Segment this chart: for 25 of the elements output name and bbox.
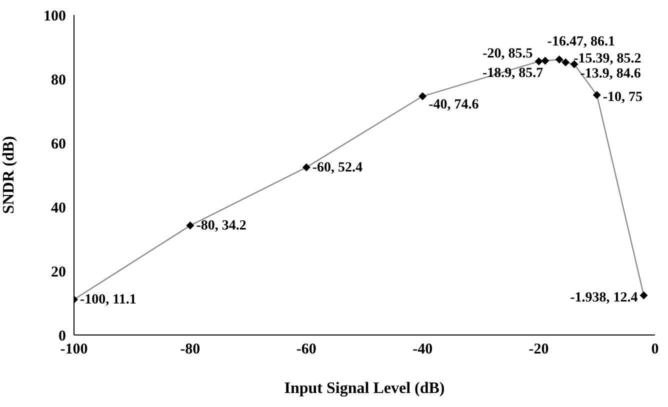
y-axis-title: SNDR (dB) — [0, 136, 18, 214]
x-tick-label: -100 — [60, 342, 88, 358]
y-tick-label: 60 — [51, 136, 66, 152]
y-tick-label: 20 — [51, 264, 66, 280]
y-tick-label: 0 — [58, 328, 66, 344]
data-label: -100, 11.1 — [80, 292, 136, 308]
data-label: -80, 34.2 — [196, 218, 246, 234]
data-label: -1.938, 12.4 — [570, 290, 638, 306]
y-tick-label: 100 — [44, 8, 66, 24]
data-label: -60, 52.4 — [312, 160, 363, 176]
x-tick-label: -20 — [528, 342, 549, 358]
data-label: -20, 85.5 — [482, 46, 533, 62]
data-label: -40, 74.6 — [428, 97, 479, 112]
data-label: -15.39, 85.2 — [574, 51, 642, 66]
x-tick-label: -40 — [412, 342, 433, 358]
y-tick-label: 40 — [51, 200, 66, 216]
data-label: -16.47, 86.1 — [547, 34, 615, 50]
data-label: -13.9, 84.6 — [580, 66, 641, 82]
x-tick-label: -80 — [180, 342, 200, 358]
data-label: -18.9, 85.7 — [482, 66, 544, 81]
x-tick-label: -60 — [296, 342, 316, 358]
data-label: -10, 75 — [602, 90, 643, 105]
x-tick-label: 0 — [651, 342, 659, 358]
x-axis-title: Input Signal Level (dB) — [284, 380, 445, 397]
y-tick-label: 80 — [51, 72, 66, 88]
